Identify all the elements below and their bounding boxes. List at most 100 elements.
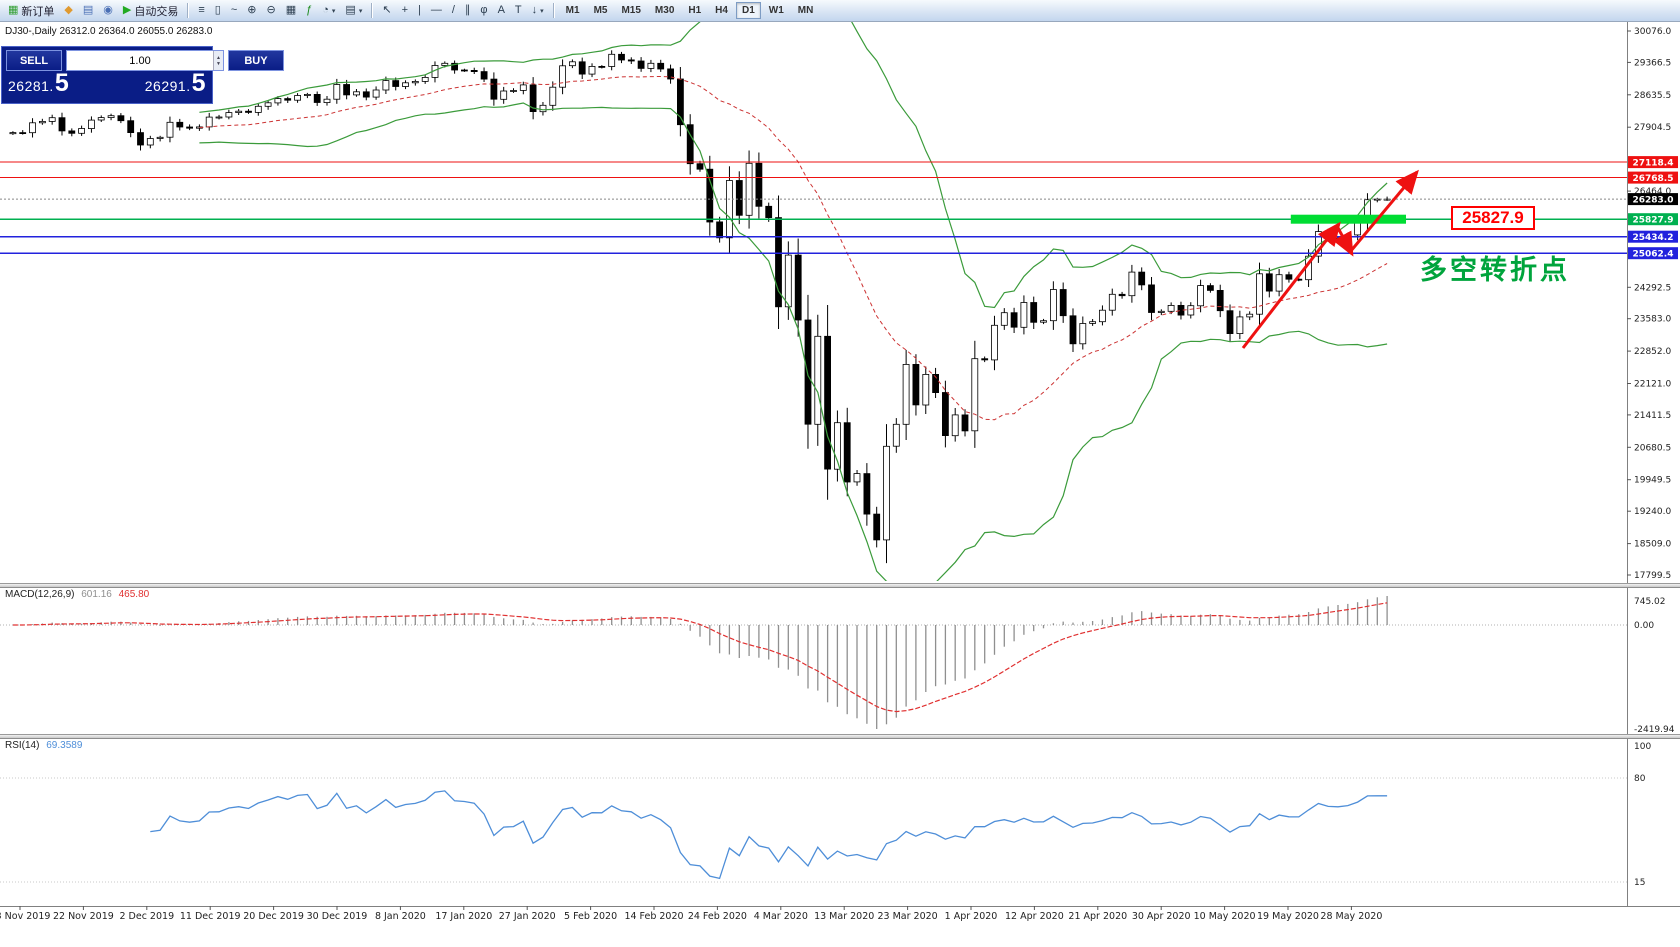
market-watch-icon: ▤: [82, 4, 94, 16]
autotrading-button[interactable]: ▶ 自动交易: [118, 1, 183, 21]
svg-text:19240.0: 19240.0: [1634, 507, 1671, 517]
volume-input[interactable]: [67, 51, 213, 70]
svg-text:100: 100: [1634, 742, 1651, 752]
price-panel: [0, 22, 1627, 581]
macd-name: MACD(12,26,9): [5, 589, 75, 600]
sell-price-big-digit: 5: [54, 69, 70, 97]
svg-text:-2419.94: -2419.94: [1634, 725, 1675, 735]
new-order-button[interactable]: ▦ 新订单: [3, 1, 59, 21]
timeframe-m5-button[interactable]: M5: [593, 5, 608, 16]
cursor-button[interactable]: ↖: [377, 1, 396, 21]
svg-text:4 Mar 2020: 4 Mar 2020: [754, 911, 808, 922]
templates-button[interactable]: ▤ ▾: [340, 1, 367, 21]
svg-text:11 Dec 2019: 11 Dec 2019: [180, 911, 241, 922]
toolbar-separator: [552, 3, 555, 18]
zoom-out-icon: ⊖: [266, 4, 276, 16]
toolbar: ▦ 新订单 ◆ ▤ ◉ ▶ 自动交易 ≡ ▯ ~ ⊕ ⊖ ▦ ƒ ◔ ▾ ▤ ▾ ↖ + | — / ∥ φ A T ↓ ▾ M1 M5 M1…: [0, 0, 1680, 22]
timeframe-m1-button[interactable]: M1: [565, 5, 580, 16]
one-click-trading-panel: SELL ▲ ▼ BUY 26281. 5 26291. 5: [1, 46, 284, 104]
arrows-button[interactable]: ↓ ▾: [527, 1, 549, 21]
svg-text:745.02: 745.02: [1634, 597, 1666, 607]
macd-histogram: [31, 596, 1388, 729]
svg-text:27904.5: 27904.5: [1634, 123, 1671, 133]
sell-price[interactable]: 26281. 5: [8, 69, 70, 97]
chevron-down-icon: ▾: [331, 7, 336, 15]
trendline-button[interactable]: /: [447, 1, 460, 21]
svg-text:80: 80: [1634, 774, 1646, 784]
toolbar-separator: [371, 3, 374, 18]
horizontal-line-button[interactable]: —: [426, 1, 447, 21]
autotrading-icon: ▶: [122, 4, 132, 16]
trend-arrows: [1241, 169, 1419, 349]
svg-text:21 Apr 2020: 21 Apr 2020: [1068, 911, 1127, 922]
periods-button[interactable]: ◔ ▾: [317, 1, 340, 21]
indicators-icon: ƒ: [306, 4, 313, 16]
new-order-icon: ▦: [8, 4, 19, 16]
price-callout-label: 25827.9: [1451, 206, 1535, 230]
svg-text:26283.0: 26283.0: [1633, 196, 1674, 206]
templates-icon: ▤: [345, 4, 356, 16]
svg-text:1 Apr 2020: 1 Apr 2020: [945, 911, 998, 922]
metaeditor-button[interactable]: ◆: [59, 1, 77, 21]
svg-text:20 Dec 2019: 20 Dec 2019: [243, 911, 304, 922]
chart-canvas[interactable]: 30076.0 29366.5 28635.5 27904.5 26464.0 24292…: [0, 22, 1680, 947]
label-button[interactable]: T: [510, 1, 527, 21]
buy-button[interactable]: BUY: [227, 50, 284, 71]
highlight-zone: [1290, 214, 1406, 224]
market-watch-button[interactable]: ▤: [78, 1, 98, 21]
sell-button[interactable]: SELL: [6, 50, 62, 71]
panel-splitter-rsi[interactable]: [0, 734, 1680, 739]
cursor-icon: ↖: [382, 4, 392, 16]
svg-text:8 Jan 2020: 8 Jan 2020: [375, 911, 426, 922]
svg-text:28635.5: 28635.5: [1634, 91, 1671, 101]
zoom-out-button[interactable]: ⊖: [262, 1, 281, 21]
arrows-icon: ↓: [531, 4, 538, 16]
new-order-button-label: 新订单: [21, 5, 55, 18]
tile-windows-button[interactable]: ▦: [281, 1, 301, 21]
svg-text:22121.0: 22121.0: [1634, 380, 1671, 390]
channel-button[interactable]: ∥: [460, 1, 476, 21]
volume-control[interactable]: ▲ ▼: [66, 50, 224, 71]
svg-text:0.00: 0.00: [1634, 621, 1654, 631]
trendline-icon: /: [451, 4, 455, 16]
line-chart-icon: ~: [230, 4, 238, 16]
timeframe-h1-button[interactable]: H1: [688, 5, 702, 16]
text-button[interactable]: A: [493, 1, 510, 21]
buy-price[interactable]: 26291. 5: [145, 70, 206, 95]
volume-spinner[interactable]: ▲ ▼: [213, 51, 223, 70]
volume-down-icon[interactable]: ▼: [216, 60, 221, 67]
timeframe-m30-button[interactable]: M30: [654, 5, 675, 16]
line-chart-button[interactable]: ~: [226, 1, 242, 21]
svg-text:26768.5: 26768.5: [1633, 174, 1674, 184]
timeframe-d1-button[interactable]: D1: [735, 2, 761, 19]
chevron-down-icon: ▾: [540, 7, 544, 15]
indicators-button[interactable]: ƒ: [301, 1, 317, 21]
svg-text:18509.0: 18509.0: [1634, 540, 1671, 550]
svg-text:30 Dec 2019: 30 Dec 2019: [307, 911, 368, 922]
timeframe-h4-button[interactable]: H4: [715, 5, 728, 16]
bar-chart-button[interactable]: ≡: [193, 1, 209, 21]
sound-button[interactable]: ◉: [98, 1, 118, 21]
price-axis[interactable]: 30076.0 29366.5 28635.5 27904.5 26464.0 24292…: [0, 22, 1680, 907]
fibonacci-button[interactable]: φ: [475, 1, 492, 21]
svg-text:2 Dec 2019: 2 Dec 2019: [119, 911, 174, 922]
svg-text:23583.0: 23583.0: [1634, 315, 1671, 325]
turning-point-annotation: 多空转折点: [1420, 255, 1570, 285]
svg-text:14 Feb 2020: 14 Feb 2020: [624, 911, 683, 922]
zoom-in-icon: ⊕: [247, 4, 257, 16]
volume-up-icon[interactable]: ▲: [216, 54, 221, 61]
timeframe-mn-button[interactable]: MN: [797, 5, 814, 16]
macd-signal-value: 465.80: [118, 589, 150, 600]
svg-text:29366.5: 29366.5: [1634, 58, 1671, 68]
candlestick-chart-button[interactable]: ▯: [210, 1, 226, 21]
svg-text:12 Apr 2020: 12 Apr 2020: [1005, 911, 1064, 922]
svg-text:19 May 2020: 19 May 2020: [1257, 911, 1319, 922]
panel-splitter-macd[interactable]: [0, 583, 1680, 588]
zoom-in-button[interactable]: ⊕: [242, 1, 261, 21]
macd-header: MACD(12,26,9) 601.16 465.80: [5, 589, 153, 600]
crosshair-button[interactable]: +: [397, 1, 413, 21]
timeframe-m15-button[interactable]: M15: [621, 5, 641, 16]
vertical-line-button[interactable]: |: [413, 1, 426, 21]
timeframe-w1-button[interactable]: W1: [768, 5, 784, 16]
